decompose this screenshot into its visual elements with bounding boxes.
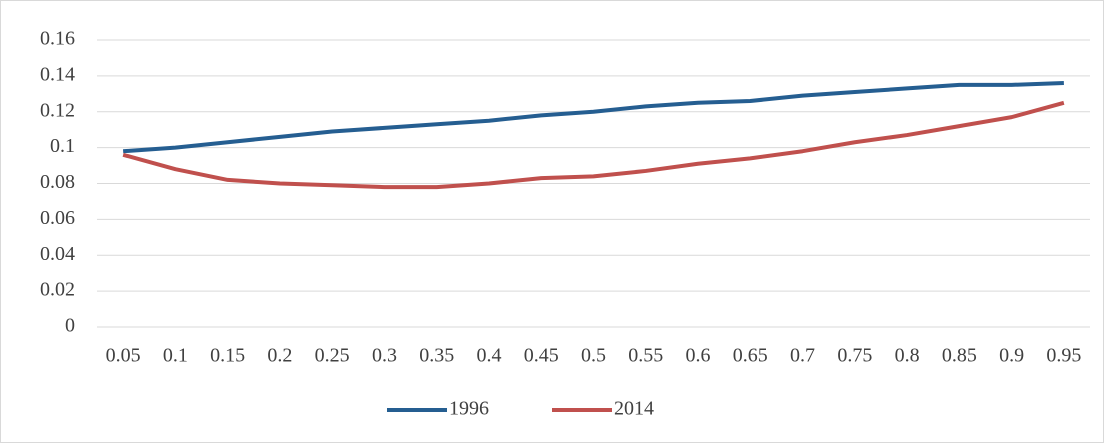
x-tick-label: 0.75: [837, 345, 872, 367]
x-tick-label: 0.6: [686, 345, 711, 367]
x-tick-label: 0.95: [1046, 345, 1081, 367]
x-tick-label: 0.15: [210, 345, 245, 367]
y-tick-label: 0.16: [40, 28, 75, 50]
y-tick-label: 0: [65, 315, 75, 337]
x-tick-label: 0.4: [476, 345, 501, 367]
x-tick-label: 0.2: [267, 345, 292, 367]
y-tick-label: 0.08: [40, 171, 75, 193]
line-series: [122, 100, 1065, 190]
x-tick-label: 0.7: [790, 345, 815, 367]
y-tick-label: 0.1: [50, 135, 75, 157]
x-tick-label: 0.8: [895, 345, 920, 367]
line-series: [122, 81, 1064, 154]
x-tick-label: 0.55: [628, 345, 663, 367]
y-tick-label: 0.06: [40, 207, 75, 229]
y-tick-label: 0.02: [40, 279, 75, 301]
x-tick-label: 0.3: [372, 345, 397, 367]
x-tick-label: 0.25: [315, 345, 350, 367]
x-tick-label: 0.9: [999, 345, 1024, 367]
x-tick-label: 0.1: [163, 345, 188, 367]
x-tick-label: 0.45: [524, 345, 559, 367]
x-tick-label: 0.65: [733, 345, 768, 367]
x-tick-label: 0.05: [106, 345, 141, 367]
x-tick-label: 0.35: [419, 345, 454, 367]
y-tick-label: 0.14: [40, 63, 75, 85]
legend-label: 2014: [614, 398, 654, 420]
x-tick-label: 0.85: [942, 345, 977, 367]
y-tick-label: 0.12: [40, 99, 75, 121]
legend-label: 1996: [449, 398, 489, 420]
x-tick-label: 0.5: [581, 345, 606, 367]
y-tick-label: 0.04: [40, 243, 75, 265]
